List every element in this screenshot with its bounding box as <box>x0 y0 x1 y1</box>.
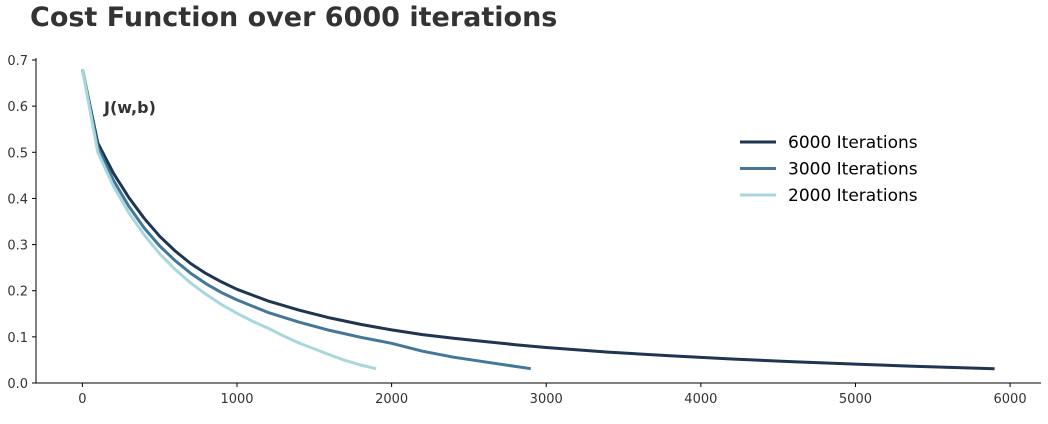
legend-item: 2000 Iterations <box>740 186 918 206</box>
annotation-layer: J(w,b) <box>103 98 156 117</box>
y-tick-label: 0.0 <box>7 377 28 392</box>
series-layer <box>80 68 995 371</box>
series-line-3 <box>80 68 377 371</box>
chart-axes: 0 1000 2000 3000 4000 5000 6000 0.0 0.1 0.2 0.3 0.4… <box>7 54 1041 407</box>
legend-item: 3000 Iterations <box>740 160 918 180</box>
cost-annotation: J(w,b) <box>103 98 156 117</box>
y-tick-label: 0.7 <box>7 54 28 69</box>
x-tick-label: 2000 <box>375 392 408 407</box>
series-line-1 <box>80 68 995 371</box>
legend-item: 6000 Iterations <box>740 133 918 153</box>
x-tick-label: 3000 <box>530 392 563 407</box>
x-tick-label: 0 <box>78 392 86 407</box>
y-tick-label: 0.6 <box>7 100 28 115</box>
y-tick-label: 0.5 <box>7 146 28 161</box>
chart-title: Cost Function over 6000 iterations <box>30 2 558 33</box>
y-tick-label: 0.4 <box>7 192 28 207</box>
x-tick-label: 4000 <box>684 392 717 407</box>
x-tick-label: 6000 <box>994 392 1027 407</box>
y-tick-label: 0.1 <box>7 331 28 346</box>
x-tick-label: 5000 <box>839 392 872 407</box>
legend-label: 6000 Iterations <box>788 133 918 153</box>
y-tick-label: 0.3 <box>7 239 28 254</box>
legend-label: 2000 Iterations <box>788 186 918 206</box>
chart-legend: 6000 Iterations 3000 Iterations 2000 Itera… <box>740 133 918 206</box>
legend-label: 3000 Iterations <box>788 160 918 180</box>
x-tick-label: 1000 <box>220 392 253 407</box>
y-tick-label: 0.2 <box>7 285 28 300</box>
series-line-2 <box>80 68 532 371</box>
